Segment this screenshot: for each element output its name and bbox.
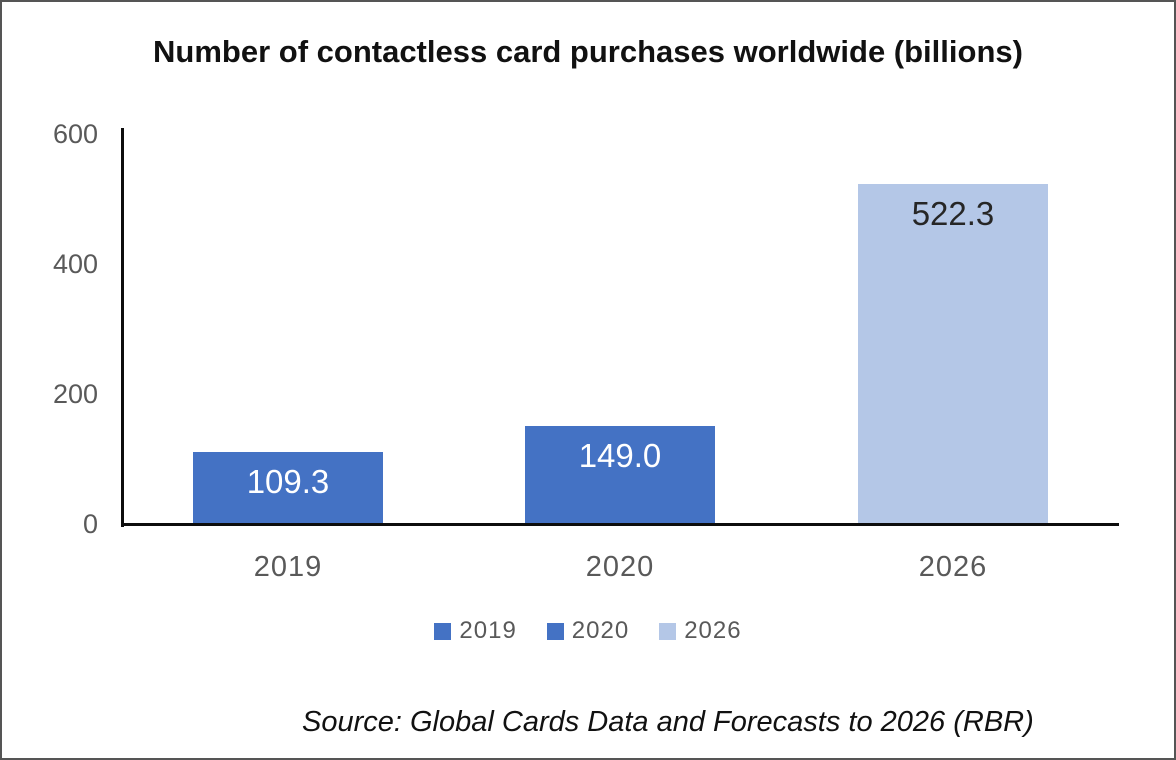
y-tick-label: 600	[52, 119, 98, 149]
x-tick-label-2020: 2020	[585, 551, 655, 583]
y-axis-line	[121, 128, 124, 527]
legend-item-2019: 2019	[434, 617, 516, 645]
legend-swatch-icon	[434, 622, 452, 640]
x-tick-label-2026: 2026	[918, 551, 988, 583]
legend-swatch-icon	[659, 622, 677, 640]
legend-label: 2019	[459, 617, 517, 644]
source-note: Source: Global Cards Data and Forecasts …	[302, 706, 1034, 738]
chart-title: Number of contactless card purchases wor…	[153, 34, 1023, 69]
x-tick-label-2019: 2019	[253, 551, 323, 583]
legend-label: 2020	[571, 617, 630, 644]
bar-value-label: 522.3	[911, 195, 995, 232]
legend-item-2026: 2026	[659, 617, 741, 645]
y-tick-label: 200	[52, 379, 98, 409]
y-tick-label: 0	[82, 509, 98, 539]
bar-value-label: 109.3	[246, 463, 330, 500]
y-tick-label: 400	[52, 249, 98, 279]
bar-2019: 109.3	[193, 452, 383, 523]
bar-2020: 149.0	[525, 426, 715, 523]
legend-label: 2026	[684, 617, 742, 644]
bar-value-label: 149.0	[578, 437, 662, 474]
legend-item-2020: 2020	[546, 617, 630, 645]
legend: 2019 2020 2026	[2, 617, 1174, 645]
legend-swatch-icon	[546, 622, 564, 640]
x-axis-line	[121, 523, 1119, 526]
bar-2026: 522.3	[858, 184, 1048, 523]
